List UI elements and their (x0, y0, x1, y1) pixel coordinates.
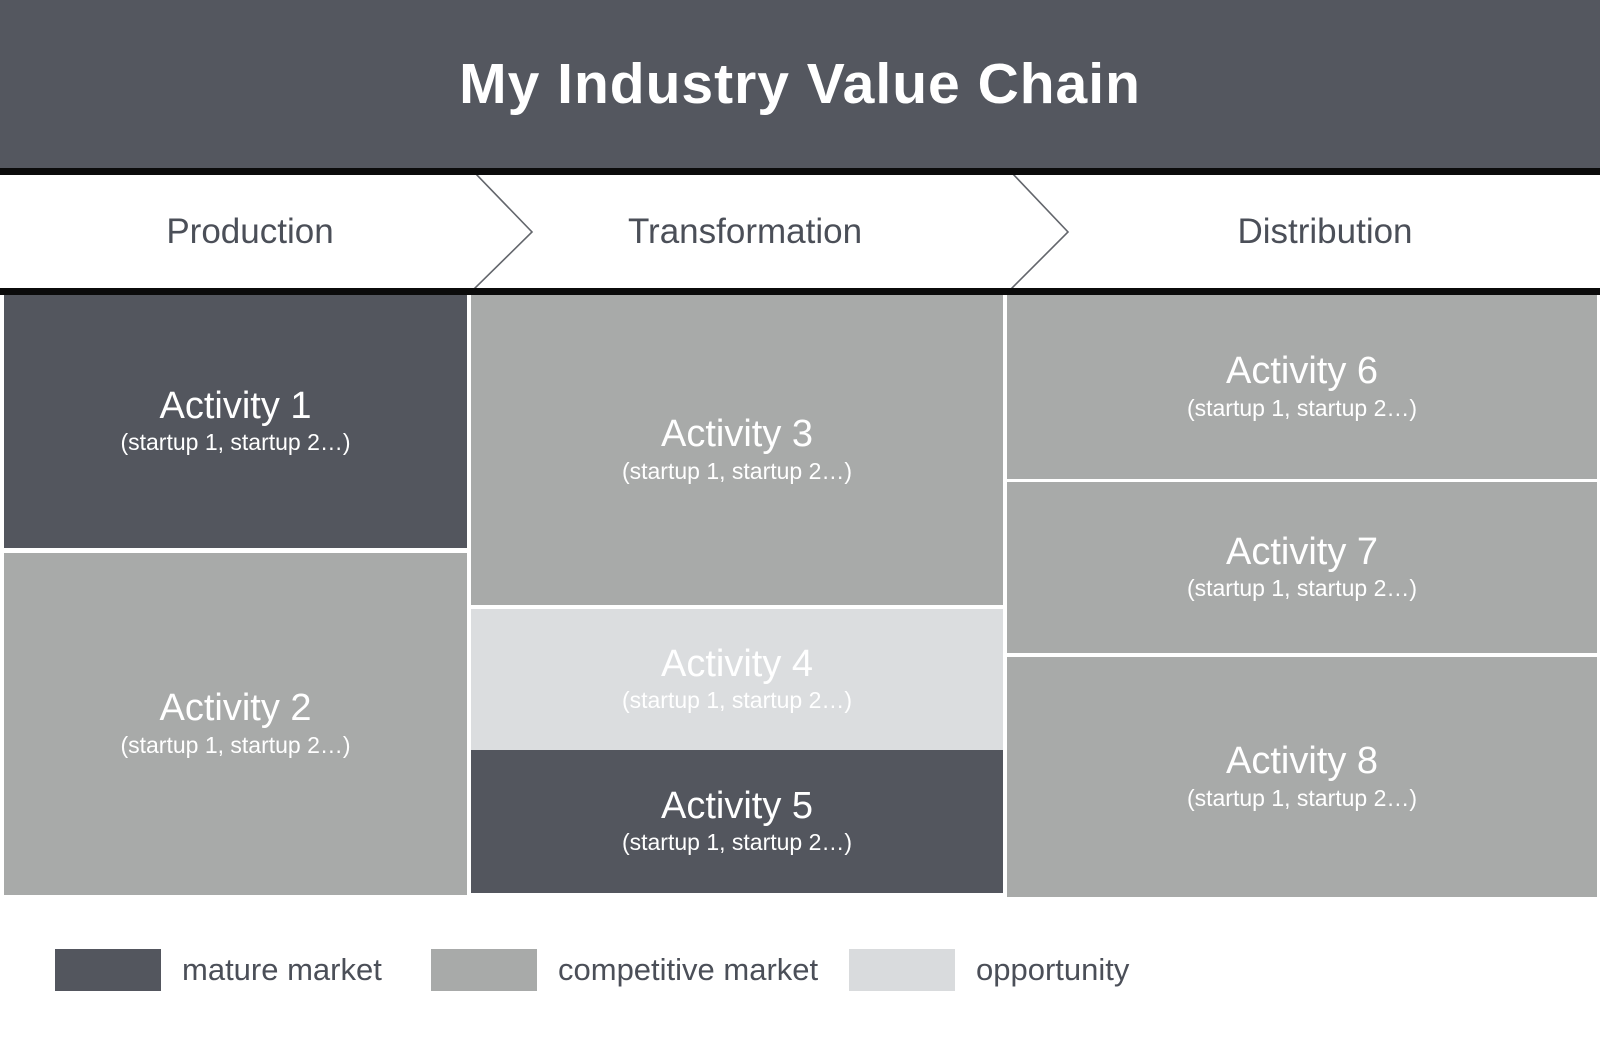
activity-title: Activity 1 (159, 384, 312, 427)
legend-item-mature-market: mature market (55, 949, 382, 991)
activity-subtitle: (startup 1, startup 2…) (621, 829, 853, 856)
legend-item-opportunity: opportunity (849, 949, 1129, 991)
stage-band: Production Transformation Distribution (0, 175, 1600, 288)
legend-swatch-competitive (431, 949, 537, 991)
stage-label-transformation: Transformation (627, 211, 863, 251)
activity-subtitle: (startup 1, startup 2…) (1186, 784, 1418, 811)
activity-title: Activity 2 (159, 687, 312, 730)
activity-subtitle: (startup 1, startup 2…) (621, 687, 853, 714)
activity-title: Activity 7 (1225, 530, 1379, 573)
activity-title: Activity 3 (660, 413, 814, 456)
divider-line (0, 168, 1600, 175)
legend-item-competitive-market: competitive market (431, 949, 818, 991)
stage-label-production: Production (166, 211, 334, 251)
activity-box-7: Activity 7 (startup 1, startup 2…) (1007, 482, 1597, 653)
activity-title: Activity 4 (660, 642, 814, 685)
activity-subtitle: (startup 1, startup 2…) (1186, 575, 1418, 602)
activity-title: Activity 8 (1225, 740, 1379, 783)
activity-box-5: Activity 5 (startup 1, startup 2…) (471, 750, 1003, 893)
activity-subtitle: (startup 1, startup 2…) (120, 429, 351, 456)
activity-title: Activity 6 (1225, 350, 1379, 393)
page-title: My Industry Value Chain (459, 52, 1141, 116)
activity-title: Activity 5 (660, 784, 814, 827)
activity-box-2: Activity 2 (startup 1, startup 2…) (4, 553, 467, 895)
stage-label-distribution: Distribution (1237, 211, 1413, 251)
activity-subtitle: (startup 1, startup 2…) (1186, 394, 1418, 421)
activity-subtitle: (startup 1, startup 2…) (621, 457, 853, 484)
legend-swatch-opportunity (849, 949, 955, 991)
legend-swatch-mature (55, 949, 161, 991)
legend-label: mature market (182, 952, 382, 987)
activity-box-4: Activity 4 (startup 1, startup 2…) (471, 609, 1003, 750)
chevron-separator-icon (473, 175, 1070, 288)
divider-line (0, 288, 1600, 295)
diagram-header: My Industry Value Chain (0, 0, 1600, 168)
activity-box-3: Activity 3 (startup 1, startup 2…) (471, 295, 1003, 605)
activity-box-8: Activity 8 (startup 1, startup 2…) (1007, 657, 1597, 897)
activity-subtitle: (startup 1, startup 2…) (120, 731, 351, 758)
legend-label: opportunity (976, 952, 1130, 987)
activity-box-1: Activity 1 (startup 1, startup 2…) (4, 295, 467, 548)
activity-box-6: Activity 6 (startup 1, startup 2…) (1007, 295, 1597, 479)
legend-label: competitive market (558, 952, 819, 987)
